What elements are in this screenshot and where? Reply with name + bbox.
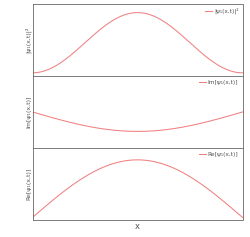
Y-axis label: |ψ₁(x,t)|²: |ψ₁(x,t)|² <box>24 27 31 53</box>
X-axis label: x: x <box>135 222 140 231</box>
Legend: |ψ₁(x,t)|²: |ψ₁(x,t)|² <box>204 6 240 15</box>
Legend: Im[ψ₁(x,t)]: Im[ψ₁(x,t)] <box>198 79 239 86</box>
Y-axis label: Im[ψ₁(x,t)]: Im[ψ₁(x,t)] <box>26 96 31 128</box>
Legend: Re[ψ₁(x,t)]: Re[ψ₁(x,t)] <box>198 151 239 159</box>
Y-axis label: Re[ψ₁(x,t)]: Re[ψ₁(x,t)] <box>26 168 31 201</box>
